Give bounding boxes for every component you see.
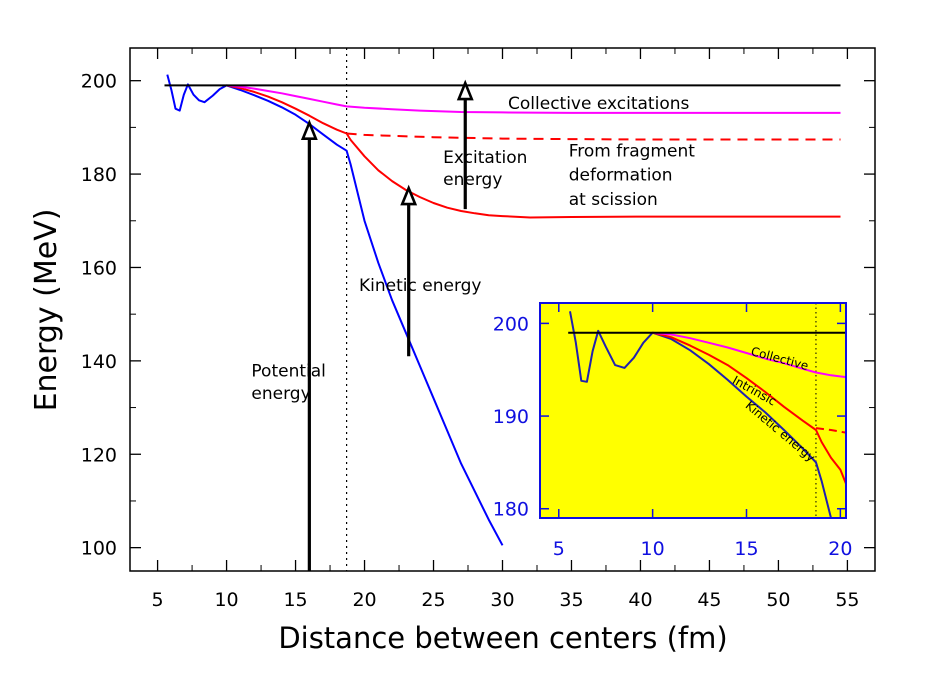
energy-arrow [400,184,418,357]
y-tick-label: 160 [81,257,117,279]
y-tick-label: 120 [81,444,117,466]
x-tick-label: 25 [421,589,445,611]
energy-arrows [300,79,474,571]
x-tick-label: 35 [559,589,583,611]
energy-arrow [300,119,318,571]
annotation-label: Collective excitations [508,94,689,114]
inset-x-tick-label: 20 [828,538,852,560]
inset-y-tick-label: 200 [493,313,529,335]
y-tick-label: 180 [81,164,117,186]
inset-y-tick-label: 190 [493,406,529,428]
main-plot: 5 10 15 20 25 30 35 40 45 50 55 100 120 140 160 180 200… [29,47,876,655]
series-magenta-curve [226,84,841,114]
inset-x-tick-label: 15 [734,538,758,560]
inset-x-tick-label: 10 [641,538,665,560]
inset-frame [539,302,847,519]
y-tick-label: 200 [81,71,117,93]
inset-series-red-dashed-curve [815,427,846,434]
inset-background [540,303,846,518]
main-annotations: Collective excitationsExcitationenergyFr… [251,94,695,404]
x-tick-label: 50 [766,589,790,611]
inset-y-tick-label: 180 [493,499,529,521]
x-tick-label: 30 [490,589,514,611]
x-tick-label: 40 [628,589,652,611]
y-tick-label: 100 [81,538,117,560]
y-axis-ticks: 100 120 140 160 180 200 [81,71,875,560]
inset-x-axis-ticks: 5 10 15 20 [553,303,852,560]
series-blue-curve [166,74,504,546]
inset-series-red-curve [652,331,846,485]
annotation-label: Potential [251,362,325,382]
y-tick-label: 140 [81,351,117,373]
annotation-label: at scission [569,190,658,210]
x-tick-label: 55 [835,589,859,611]
annotation-label: From fragment [569,141,695,161]
x-tick-label: 45 [697,589,721,611]
x-tick-label: 20 [352,589,376,611]
inset-x-tick-label: 5 [553,538,565,560]
series-red-dashed-curve [346,132,841,141]
annotation-label: Kinetic energy [359,276,481,296]
main-series-group [164,74,841,546]
x-axis-title: Distance between centers (fm) [278,621,727,655]
x-tick-label: 15 [283,589,307,611]
annotation-label: energy [251,384,310,404]
annotation-label: deformation [569,166,673,186]
annotation-label: energy [443,170,502,190]
x-tick-label: 10 [214,589,238,611]
series-red-curve [226,84,841,219]
inset-series-magenta-curve [652,331,846,379]
inset-series-group [568,311,846,518]
x-axis-ticks: 5 10 15 20 25 30 35 40 45 50 55 [152,48,860,611]
inset-y-axis-ticks: 180 190 200 [493,313,846,521]
y-axis-title: Energy (MeV) [29,209,64,412]
annotation-label: Excitation [443,148,527,168]
x-tick-label: 5 [152,589,164,611]
energy-arrow [456,79,474,210]
